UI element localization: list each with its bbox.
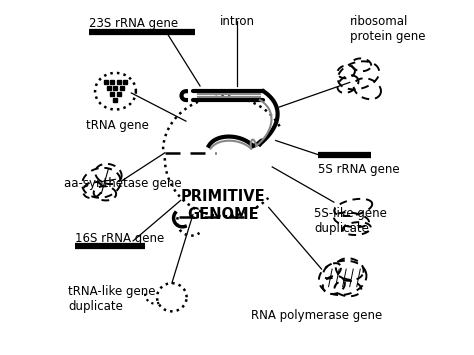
Text: 5S rRNA gene: 5S rRNA gene [318, 163, 400, 176]
Text: intron: intron [219, 16, 255, 28]
Text: 5S-like gene
duplicate: 5S-like gene duplicate [314, 207, 387, 235]
Text: tRNA-like gene
duplicate: tRNA-like gene duplicate [68, 285, 155, 313]
Text: PRIMITIVE
GENOME: PRIMITIVE GENOME [181, 190, 265, 222]
Text: tRNA gene: tRNA gene [85, 119, 148, 132]
Text: RNA polymerase gene: RNA polymerase gene [251, 308, 383, 322]
Text: ribosomal
protein gene: ribosomal protein gene [350, 16, 425, 43]
Text: 16S rRNA gene: 16S rRNA gene [75, 232, 164, 245]
Text: 23S rRNA gene: 23S rRNA gene [89, 17, 178, 30]
Text: aa-synthetase gene: aa-synthetase gene [64, 178, 182, 191]
